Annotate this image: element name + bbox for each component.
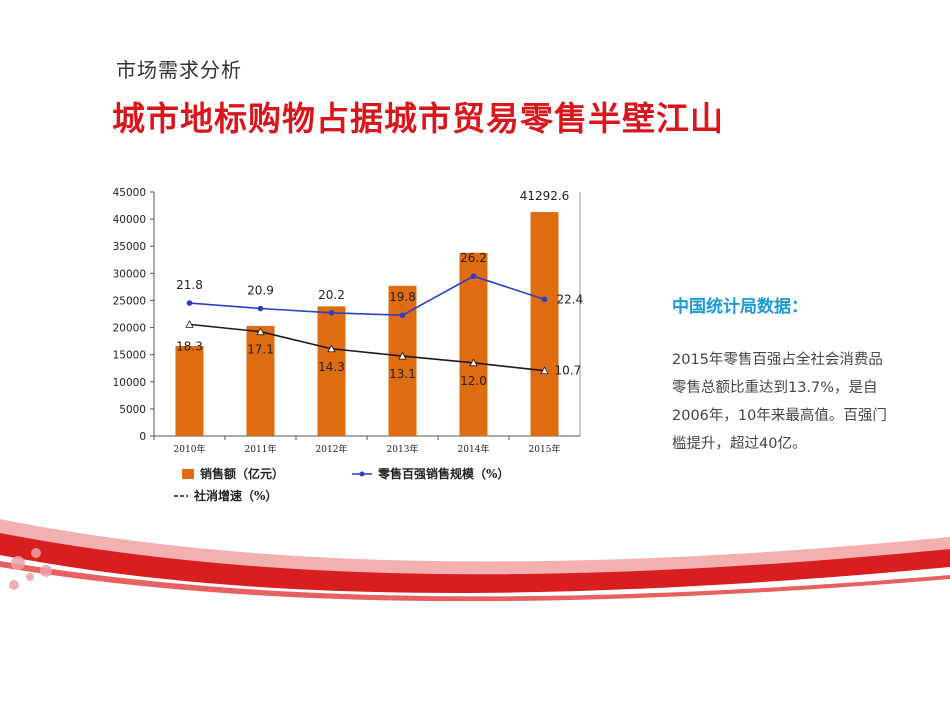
retail-share-label: 26.2 [460, 251, 487, 265]
bar [388, 285, 417, 436]
retail-share-line [189, 275, 545, 317]
legend-black-label: 社消增速（%） [193, 488, 277, 503]
growth-rate-point [540, 366, 549, 375]
y-tick-label: 10000 [113, 377, 146, 389]
growth-rate-label: 18.3 [176, 339, 203, 353]
y-tick-label: 5000 [119, 404, 146, 416]
slide-headline: 城市地标购物占据城市贸易零售半壁江山 [112, 99, 724, 138]
y-tick-label: 25000 [113, 295, 146, 307]
side-body-line: 槛提升，超过40亿。 [672, 436, 807, 452]
y-tick-label: 40000 [113, 214, 146, 226]
y-tick-label: 30000 [113, 268, 146, 280]
side-body-line: 零售总额比重达到13.7%，是自 [672, 380, 878, 396]
x-tick-label: 2010年 [174, 443, 206, 455]
side-panel-body: 2015年零售百强占全社会消费品 零售总额比重达到13.7%，是自 2006年，… [672, 346, 912, 458]
growth-rate-point [185, 320, 194, 328]
retail-share-label: 20.9 [247, 284, 274, 298]
y-tick-label: 20000 [113, 323, 146, 335]
slide-subtitle: 市场需求分析 [116, 58, 242, 82]
retail-share-point [186, 300, 193, 306]
bar [175, 345, 204, 436]
growth-rate-line [189, 323, 545, 372]
retail-share-point [541, 296, 548, 303]
chart-container: 0 5000 10000 15000 20000 25000 30000 35000 40000… [104, 172, 594, 512]
retail-share-label: 19.8 [389, 290, 416, 304]
retail-share-point [257, 305, 264, 312]
retail-share-label: 20.2 [318, 288, 345, 302]
combo-chart: 0 5000 10000 15000 20000 25000 30000 35000 40000… [113, 187, 584, 503]
decorative-ribbon [0, 519, 950, 602]
legend-blue-label: 零售百强销售规模（%） [377, 466, 509, 481]
retail-share-point [399, 312, 406, 319]
bar [317, 306, 346, 436]
side-body-line: 2015年零售百强占全社会消费品 [672, 352, 883, 368]
bar-data-label: 41292.6 [520, 189, 570, 203]
x-tick-label: 2011年 [245, 443, 277, 455]
bar [459, 252, 488, 436]
y-tick-label: 35000 [113, 241, 146, 253]
x-tick-label: 2014年 [458, 443, 490, 455]
x-tick-label: 2015年 [529, 443, 561, 455]
y-tick-label: 45000 [113, 187, 146, 199]
legend-bar-swatch [182, 469, 194, 479]
growth-rate-point [327, 344, 336, 353]
side-panel-heading: 中国统计局数据： [672, 297, 808, 317]
growth-rate-label: 10.7 [555, 364, 582, 378]
retail-share-label: 22.4 [557, 292, 584, 306]
legend-bar-label: 销售额（亿元） [200, 466, 284, 481]
retail-share-point [328, 309, 335, 316]
bar [530, 212, 559, 436]
retail-share-point [470, 273, 477, 279]
growth-rate-label: 14.3 [318, 360, 345, 374]
growth-rate-point [469, 358, 478, 367]
growth-rate-point [398, 351, 407, 360]
growth-rate-label: 17.1 [247, 343, 274, 357]
side-body-line: 2006年，10年来最高值。百强门 [672, 408, 887, 424]
x-tick-label: 2012年 [316, 443, 348, 455]
y-tick-label: 0 [139, 431, 146, 443]
plum-blossom-icon [9, 548, 52, 590]
ribbon-band-thin [0, 561, 950, 602]
growth-rate-label: 13.1 [389, 367, 416, 381]
x-tick-label: 2013年 [387, 443, 419, 455]
retail-share-label: 21.8 [176, 278, 203, 292]
growth-rate-point [256, 327, 265, 336]
y-tick-label: 15000 [113, 350, 146, 362]
ribbon-band-main [0, 533, 950, 593]
legend-blue-marker [359, 471, 365, 477]
bar [246, 325, 275, 436]
growth-rate-label: 12.0 [460, 374, 487, 388]
